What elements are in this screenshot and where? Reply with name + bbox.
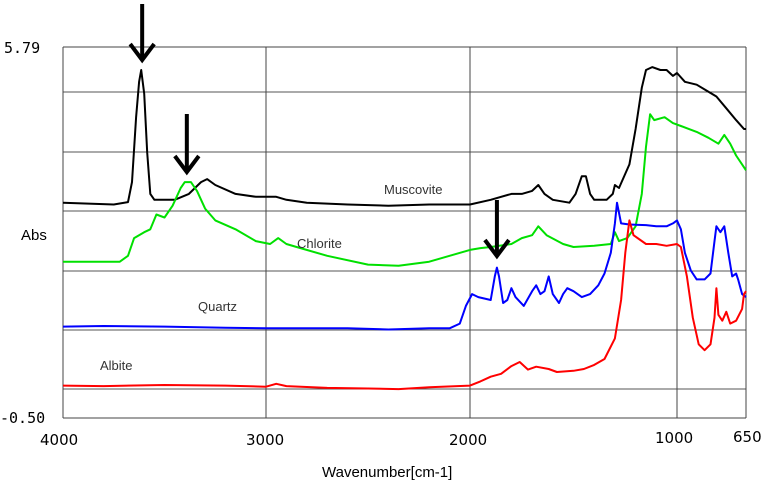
series-muscovite [62,66,746,207]
label-albite: Albite [100,358,133,373]
down-arrow-icon [173,114,201,176]
label-quartz: Quartz [198,299,237,314]
y-tick-min: -0.50 [0,409,45,427]
label-chlorite: Chlorite [297,236,342,251]
down-arrow-icon [483,200,511,260]
x-tick-2000: 2000 [449,431,487,449]
x-tick-3000: 3000 [246,431,284,449]
series-quartz [62,201,747,331]
series-layer [62,66,747,391]
down-arrow-icon [128,4,156,64]
x-tick-4000: 4000 [40,431,78,449]
x-tick-650: 650 [733,428,762,446]
series-albite [62,219,747,391]
y-axis-label: Abs [21,227,47,244]
label-muscovite: Muscovite [384,182,443,197]
x-tick-1000: 1000 [655,429,693,447]
y-tick-max: 5.79 [4,39,40,57]
series-labels: Muscovite Chlorite Quartz Albite [100,182,443,373]
x-axis-label: Wavenumber[cm-1] [322,464,452,481]
grid-lines [62,46,747,419]
peak-arrows [128,4,511,260]
